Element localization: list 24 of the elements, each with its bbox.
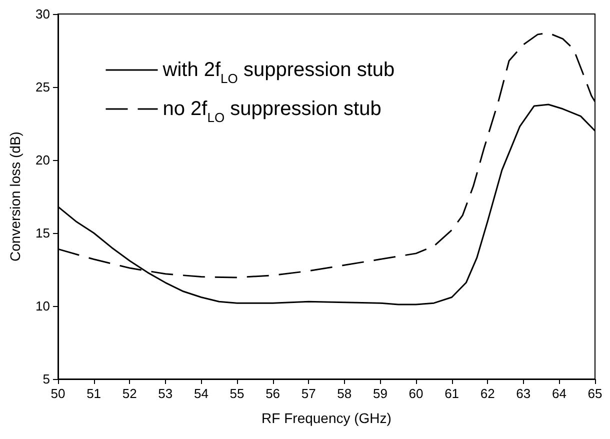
- y-tick-label: 15: [36, 226, 50, 240]
- x-tick-label: 55: [230, 386, 244, 401]
- x-tick-label: 50: [50, 386, 66, 401]
- y-tick-label: 10: [36, 298, 50, 314]
- x-tick-label: 51: [86, 386, 102, 401]
- x-tick-label: 54: [194, 386, 208, 401]
- x-tick-label: 64: [552, 386, 566, 401]
- x-tick-label: 65: [588, 386, 602, 401]
- x-axis-title: RF Frequency (GHz): [262, 410, 392, 426]
- y-tick-label: 20: [36, 152, 50, 168]
- y-tick-label: 25: [36, 80, 50, 94]
- x-tick-label: 63: [516, 386, 531, 401]
- x-tick-label: 62: [480, 386, 495, 401]
- x-tick-label: 61: [444, 386, 460, 401]
- x-tick-label: 59: [372, 386, 388, 401]
- x-tick-label: 60: [408, 386, 424, 401]
- x-tick-label: 57: [301, 386, 316, 401]
- x-tick-label: 53: [158, 386, 173, 401]
- x-tick-label: 52: [122, 386, 137, 401]
- y-axis-title: Conversion loss (dB): [7, 132, 23, 262]
- x-tick-label: 56: [266, 386, 280, 401]
- y-tick-label: 30: [36, 6, 50, 22]
- x-tick-label: 58: [337, 386, 352, 401]
- y-tick-label: 5: [42, 372, 50, 386]
